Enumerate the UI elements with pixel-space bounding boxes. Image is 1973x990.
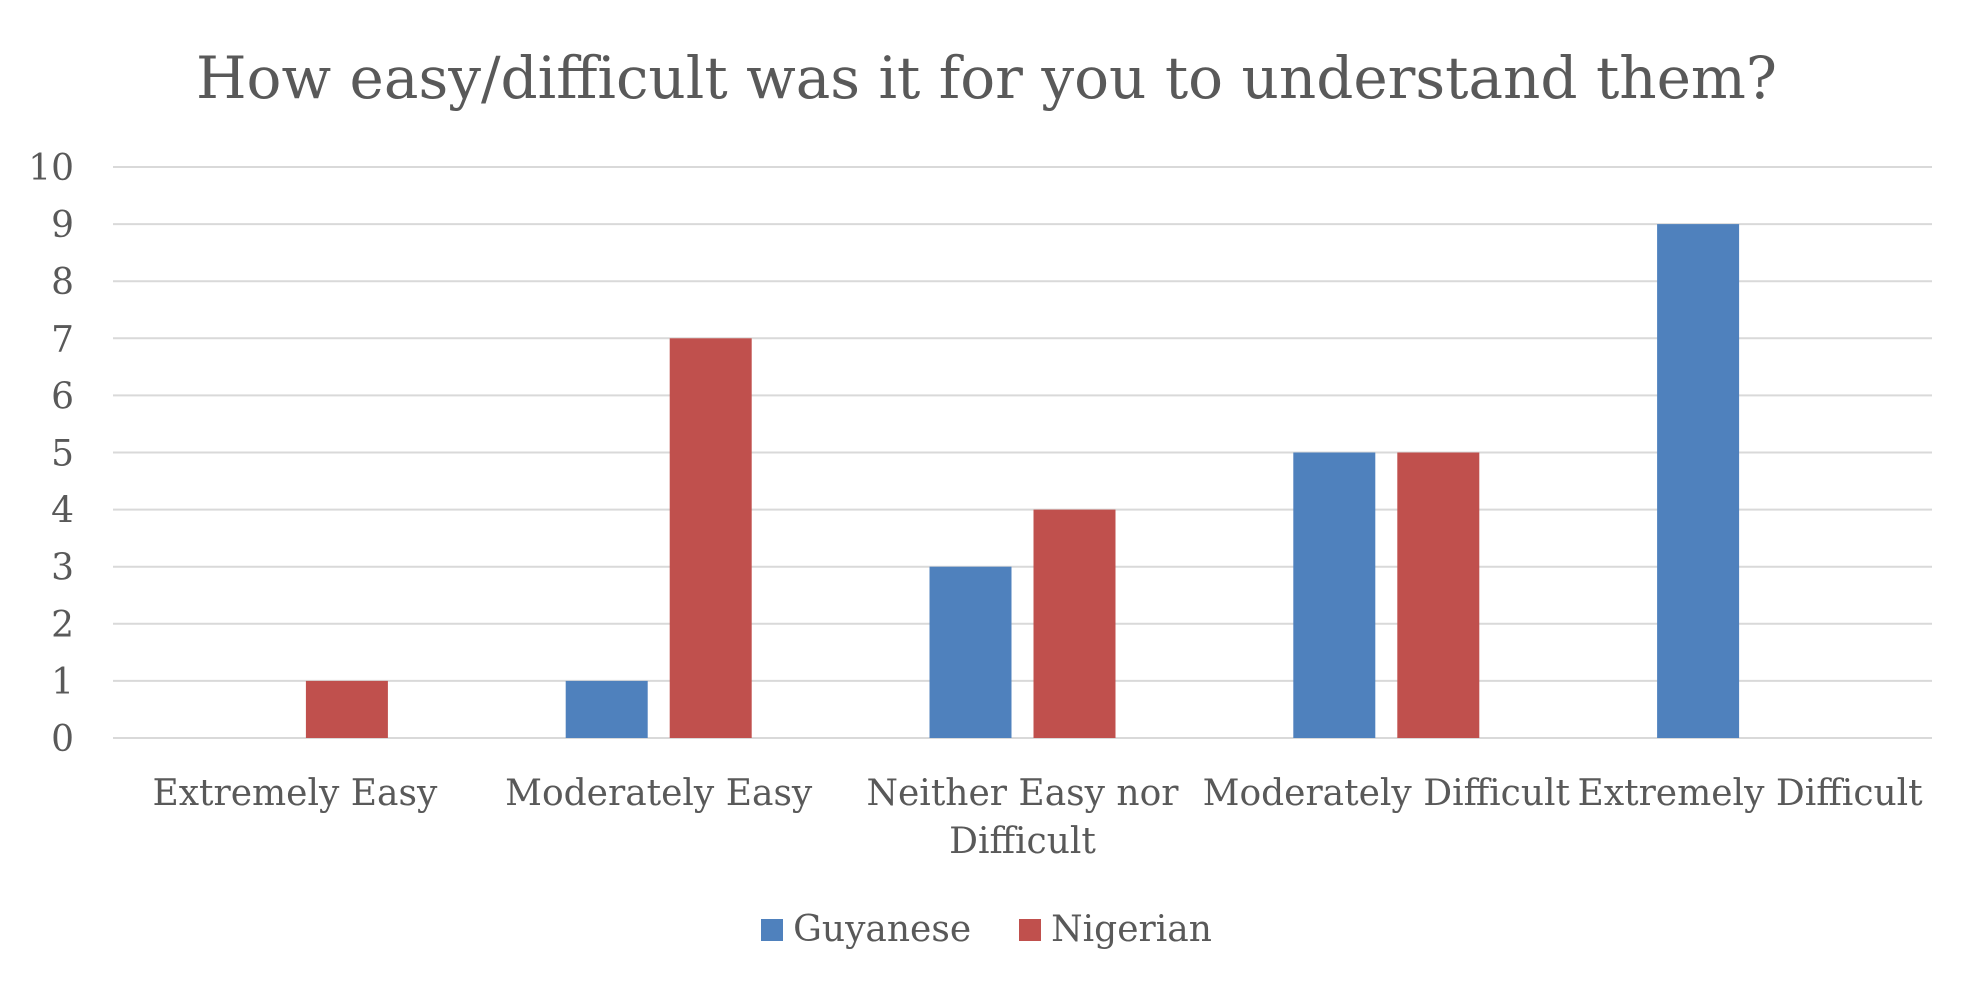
y-tick-label-6: 6 bbox=[51, 376, 74, 417]
x-tick-label-line: Neither Easy nor bbox=[867, 773, 1180, 814]
legend-item-guyanese: Guyanese bbox=[761, 906, 971, 954]
bar-nigerian-3 bbox=[1397, 452, 1480, 738]
bar-nigerian-1 bbox=[669, 338, 752, 738]
x-tick-label-3: Moderately Difficult bbox=[1203, 773, 1571, 814]
y-tick-label-4: 4 bbox=[51, 491, 74, 532]
bars bbox=[305, 224, 1740, 739]
legend-swatch-guyanese bbox=[761, 919, 784, 941]
legend-swatch-nigerian bbox=[1019, 919, 1042, 941]
x-tick-label-line: Moderately Difficult bbox=[1203, 773, 1571, 814]
bar-nigerian-2 bbox=[1033, 509, 1116, 738]
x-tick-label-4: Extremely Difficult bbox=[1578, 773, 1924, 814]
bar-guyanese-1 bbox=[565, 680, 648, 738]
bar-guyanese-4 bbox=[1657, 224, 1740, 739]
x-tick-label-2: Neither Easy nor Difficult bbox=[867, 773, 1180, 862]
y-tick-label-10: 10 bbox=[28, 148, 74, 189]
x-axis-category-labels: Extremely Easy Moderately Easy Neither Eas… bbox=[152, 773, 1923, 862]
y-tick-label-5: 5 bbox=[51, 434, 74, 475]
legend-label-nigerian: Nigerian bbox=[1051, 909, 1212, 950]
y-tick-label-8: 8 bbox=[51, 262, 74, 303]
bar-guyanese-2 bbox=[929, 566, 1012, 738]
legend: Guyanese Nigerian bbox=[0, 906, 1973, 954]
legend-item-nigerian: Nigerian bbox=[1019, 906, 1212, 954]
y-tick-label-7: 7 bbox=[51, 319, 74, 360]
y-tick-label-9: 9 bbox=[51, 205, 74, 246]
legend-label-guyanese: Guyanese bbox=[793, 909, 972, 950]
x-tick-label-1: Moderately Easy bbox=[505, 773, 813, 814]
chart-title: How easy/difficult was it for you to und… bbox=[195, 44, 1778, 112]
y-tick-label-3: 3 bbox=[51, 548, 74, 589]
bar-nigerian-0 bbox=[305, 680, 388, 738]
x-tick-label-line: Difficult bbox=[949, 821, 1096, 862]
x-tick-label-line: Extremely Easy bbox=[152, 773, 438, 814]
y-tick-label-0: 0 bbox=[51, 719, 74, 760]
y-axis-tick-labels: 0 1 2 3 4 5 6 7 8 9 10 bbox=[28, 148, 74, 760]
x-tick-label-line: Extremely Difficult bbox=[1578, 773, 1924, 814]
bar-guyanese-3 bbox=[1293, 452, 1376, 738]
gridlines bbox=[113, 166, 1932, 739]
x-tick-label-0: Extremely Easy bbox=[152, 773, 438, 814]
y-tick-label-1: 1 bbox=[51, 662, 74, 703]
x-tick-label-line: Moderately Easy bbox=[505, 773, 813, 814]
y-tick-label-2: 2 bbox=[51, 605, 74, 646]
